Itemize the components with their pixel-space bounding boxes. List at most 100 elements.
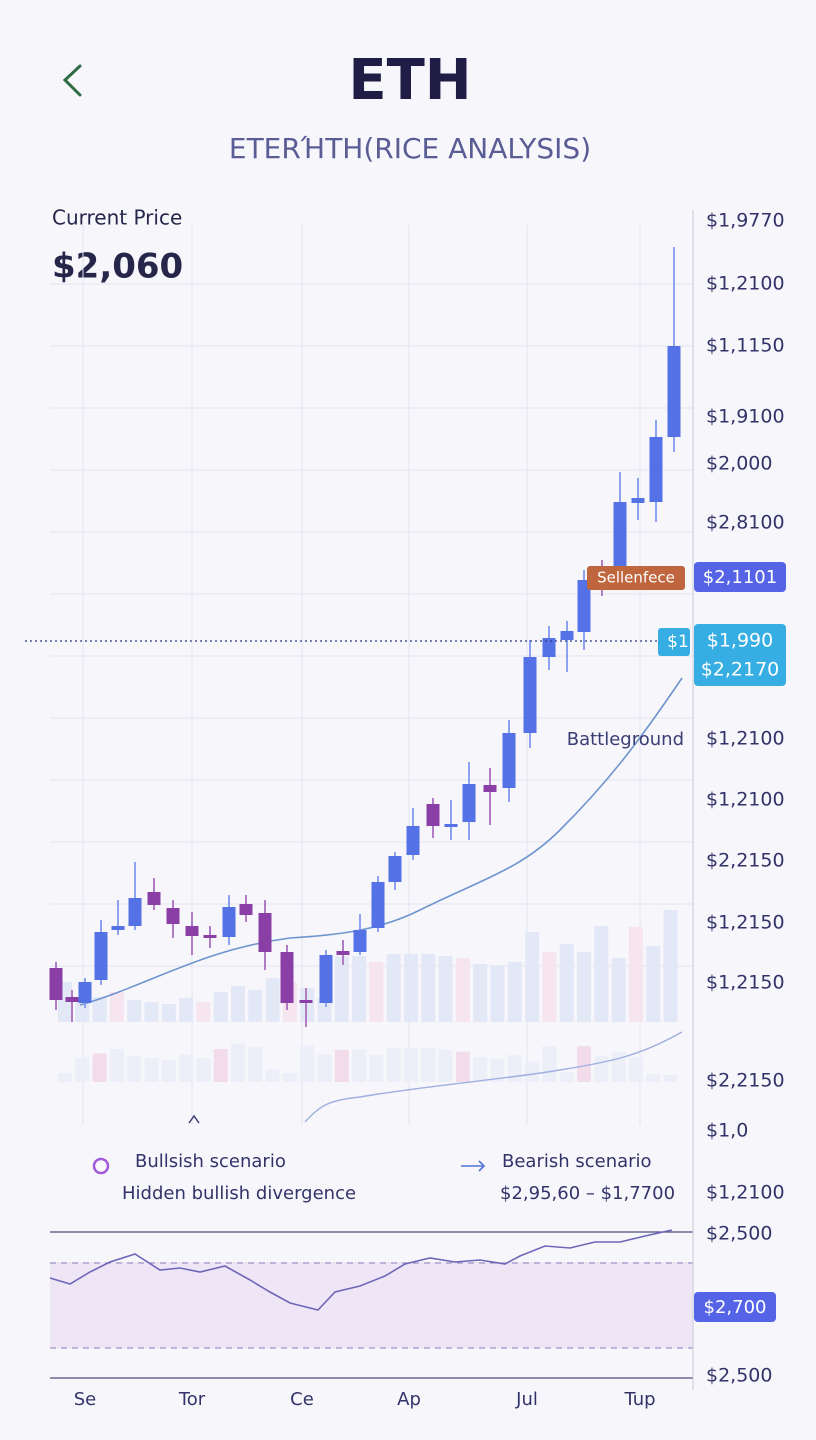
axis-labels: $1,9770 $1,2100 $1,1150 $1,9100 $2,000 $2,810… [74, 210, 785, 1411]
rsi-badge-text: $2,700 [704, 1297, 767, 1318]
candle-body [388, 856, 402, 882]
x-axis-label: Tup [623, 1389, 655, 1410]
price-label: Current Price [52, 206, 182, 230]
y-axis-label: $1,2100 [706, 273, 785, 295]
volume-bar-lower [300, 1045, 315, 1082]
volume-bar [317, 998, 332, 1022]
volume-bar-lower [265, 1069, 280, 1082]
volume-bar [248, 990, 263, 1022]
candle-body [203, 935, 217, 938]
volume-bar-lower [628, 1057, 643, 1082]
volume-bar-lower [213, 1049, 228, 1082]
volume-bar-lower [404, 1048, 418, 1082]
y-axis-label: $1,2100 [706, 1182, 785, 1204]
x-axis-label: Tor [178, 1389, 206, 1410]
candle-body [128, 898, 142, 926]
bearish-icon [461, 1160, 486, 1172]
volume-bar [473, 964, 488, 1022]
title: ETH [348, 48, 471, 113]
volume-bar [542, 952, 557, 1022]
volume-bar [300, 988, 315, 1022]
volume-bar-lower [455, 1051, 470, 1082]
moving-average [79, 677, 683, 1006]
price-badge [694, 562, 786, 592]
volume-bar [196, 1002, 211, 1022]
volume-bar-lower [127, 1056, 142, 1082]
candle-body [65, 997, 79, 1002]
candle-body [523, 657, 537, 733]
y-axis-label: $1,9100 [706, 406, 785, 428]
volume-bar [369, 962, 384, 1022]
y-axis-label: $2,2150 [706, 850, 785, 872]
current-badge [694, 624, 786, 686]
candle-body [111, 926, 125, 930]
volume-bar-lower [75, 1058, 90, 1082]
candle-body [444, 824, 458, 827]
candle-body [577, 580, 591, 632]
x-axis-label: Ap [397, 1389, 421, 1410]
volume-bar-lower [386, 1048, 401, 1082]
volume-bar [611, 958, 626, 1022]
candle-body [336, 951, 350, 955]
volume-bar [161, 1004, 176, 1022]
volume-bar [404, 954, 418, 1022]
volume-bar [127, 1000, 142, 1022]
candle-body [613, 502, 627, 567]
volume-bar [144, 1002, 159, 1022]
volume-bar-lower [317, 1054, 332, 1082]
candle-body [239, 904, 253, 915]
candle-body [631, 498, 645, 503]
volume-bar-lower [421, 1048, 436, 1082]
candle-body [78, 982, 92, 1003]
volume-bar-lower [611, 1051, 626, 1082]
candle-body [94, 932, 108, 980]
candle-body [185, 926, 199, 936]
subtitle: ETERΉTH(RICE ANALYSIS) [229, 132, 591, 165]
candle-body [258, 913, 272, 952]
candle-body [49, 968, 63, 1000]
volume-bar [490, 966, 505, 1022]
y-axis-label: $1,1150 [706, 335, 785, 357]
volume-bar [663, 910, 678, 1022]
volume-bar-lower [179, 1054, 194, 1082]
bullish-icon [92, 1157, 110, 1175]
volume-bar-lower [334, 1049, 349, 1082]
legend-bullish-note: Hidden bullish divergence [122, 1183, 356, 1204]
rsi-band [50, 1262, 693, 1348]
candle-body [166, 908, 180, 924]
volume-bar-lower [473, 1057, 488, 1082]
volume-bar-lower [58, 1073, 72, 1082]
volume-bar-lower [577, 1046, 591, 1082]
arrow-up [188, 1114, 200, 1124]
candle-body [371, 882, 385, 928]
rsi-badge [694, 1292, 776, 1322]
y-axis-label: $2,000 [706, 453, 772, 475]
volume-bar [231, 986, 245, 1022]
volume-bar [352, 956, 367, 1022]
volume-bar [455, 958, 470, 1022]
y-axis-label: $1,9770 [706, 210, 785, 232]
legend-bearish: Bearish scenario [502, 1151, 652, 1172]
volume-bar-lower [525, 1061, 540, 1082]
volume-bar [507, 962, 522, 1022]
candle-body [462, 784, 476, 822]
volume-bar-lower [248, 1047, 263, 1082]
x-axis-label: Se [74, 1389, 97, 1410]
volume-bar-lower [109, 1049, 124, 1082]
volume [58, 910, 678, 1082]
candle-body [299, 1000, 313, 1003]
candle-body [426, 804, 440, 826]
volume-bar [525, 932, 540, 1022]
volume-bar-lower [490, 1058, 505, 1082]
candle-body [502, 733, 516, 788]
volume-bar-lower [144, 1058, 159, 1082]
x-axis-label: Ce [290, 1389, 314, 1410]
resistance-badge [587, 566, 685, 590]
back-button[interactable] [62, 64, 82, 97]
volume-bar [386, 954, 401, 1022]
volume-bar [92, 997, 107, 1022]
volume-bar [179, 998, 194, 1022]
volume-bar [559, 944, 574, 1022]
